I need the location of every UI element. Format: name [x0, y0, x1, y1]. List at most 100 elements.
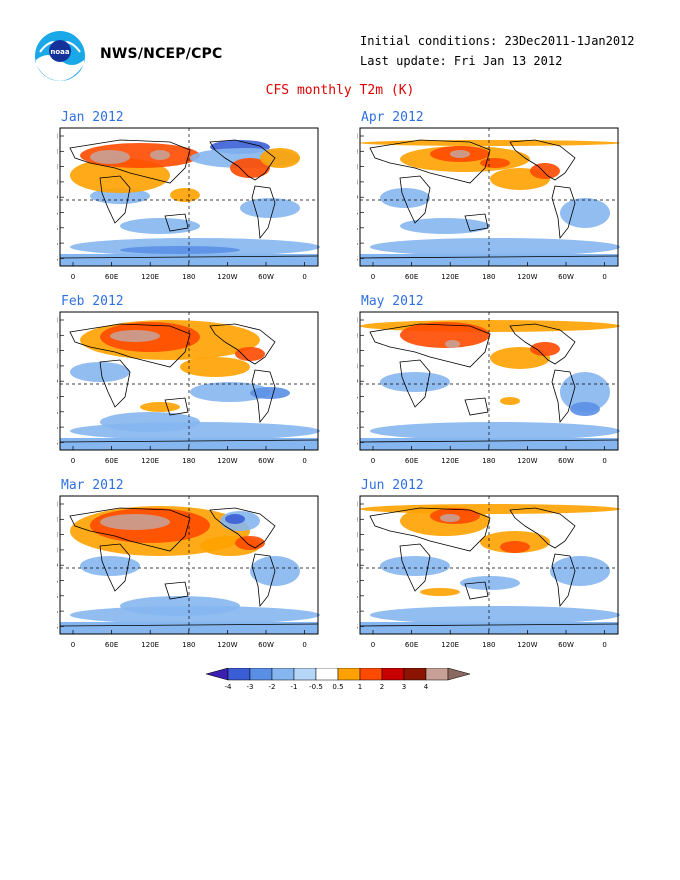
lon-tick-label: 0	[71, 273, 75, 281]
lon-tick-label: 120W	[217, 641, 237, 649]
lat-tick-label: EQ	[357, 562, 358, 570]
lat-tick-label: 60S	[357, 608, 359, 616]
colorbar-tick-label: 1	[358, 683, 362, 690]
panel-label: Feb 2012	[61, 294, 124, 309]
panel-label: Apr 2012	[361, 110, 424, 125]
lon-tick-label: 180	[182, 457, 195, 465]
lon-tick-label: 0	[602, 641, 606, 649]
last-update: Last update: Fri Jan 13 2012	[360, 54, 563, 68]
map-panel-mar: 80N 60N 40N 20N EQ 20S 40S 60S 80S 0 60E 120E 180 120…	[57, 478, 327, 656]
lat-tick-label: EQ	[57, 378, 58, 386]
lon-tick-label: 0	[602, 457, 606, 465]
lon-tick-label: 60W	[558, 641, 574, 649]
lon-tick-label: 0	[602, 273, 606, 281]
anomaly-map: 80N 60N 40N 20N EQ 20S 40S 60S 80S 0 60E 120E 180 120…	[57, 127, 320, 281]
organization-name: NWS/NCEP/CPC	[100, 46, 223, 62]
lat-tick-label: 60N	[57, 332, 58, 340]
lon-tick-label: 120W	[517, 641, 537, 649]
lat-tick-label: 80S	[357, 255, 359, 263]
colorbar-swatch	[271, 668, 295, 681]
lat-tick-label: 80S	[357, 439, 359, 447]
lon-tick-label: 60E	[105, 273, 118, 281]
lon-tick-label: 0	[371, 273, 375, 281]
lon-tick-label: 60E	[405, 641, 418, 649]
panel-label: Jan 2012	[61, 110, 124, 125]
lat-tick-label: 20S	[57, 577, 59, 585]
map-panel-may: 80N 60N 40N 20N EQ 20S 40S 60S 80S 0 60E 120E 180 120…	[357, 294, 627, 472]
lon-tick-label: 0	[302, 457, 306, 465]
colorbar-tick-label: -2	[269, 683, 276, 690]
lat-tick-label: 40S	[357, 408, 359, 416]
lat-tick-label: 20N	[357, 546, 358, 554]
lon-tick-label: 120E	[441, 273, 459, 281]
lat-tick-label: EQ	[357, 378, 358, 386]
lat-tick-label: 80N	[357, 317, 358, 325]
lat-tick-label: 60S	[357, 240, 359, 248]
lon-tick-label: 120E	[141, 641, 159, 649]
map-panel-feb: 80N 60N 40N 20N EQ 20S 40S 60S 80S 0 60E 120E 180 120…	[57, 294, 327, 472]
colorbar-swatch	[447, 668, 471, 681]
lon-tick-label: 60E	[405, 273, 418, 281]
lat-tick-label: 80S	[57, 439, 59, 447]
lon-tick-label: 120E	[441, 457, 459, 465]
initial-conditions: Initial conditions: 23Dec2011-1Jan2012	[360, 34, 635, 48]
lat-tick-label: 80N	[357, 133, 358, 141]
figure-title: CFS monthly T2m (K)	[265, 83, 415, 98]
lon-tick-label: 180	[482, 457, 495, 465]
lon-tick-label: 0	[371, 641, 375, 649]
lon-tick-label: 180	[482, 641, 495, 649]
lat-tick-label: EQ	[57, 562, 58, 570]
colorbar-tick-label: -1	[291, 683, 298, 690]
lat-tick-label: 20S	[357, 209, 359, 217]
panel-label: May 2012	[361, 294, 424, 309]
lat-tick-label: 20N	[57, 178, 58, 186]
lat-tick-label: 80N	[357, 501, 358, 509]
lat-tick-label: 40N	[357, 347, 358, 355]
lat-tick-label: 80N	[57, 501, 58, 509]
lon-tick-label: 60W	[258, 273, 274, 281]
lat-tick-label: EQ	[357, 194, 358, 202]
anomaly-map: 80N 60N 40N 20N EQ 20S 40S 60S 80S 0 60E 120E 180 120…	[357, 127, 620, 281]
lat-tick-label: 60N	[357, 148, 358, 156]
lat-tick-label: 20N	[57, 546, 58, 554]
colorbar-tick-label: -4	[225, 683, 233, 690]
lon-tick-label: 0	[302, 273, 306, 281]
lat-tick-label: 60S	[57, 608, 59, 616]
lat-tick-label: 20S	[57, 209, 59, 217]
lon-tick-label: 60E	[105, 641, 118, 649]
lon-tick-label: 60W	[258, 457, 274, 465]
lat-tick-label: 60N	[357, 516, 358, 524]
lat-tick-label: 20N	[57, 362, 58, 370]
colorbar: -4 -3 -2 -1 -0.5 0.5 1 2 3 4	[205, 668, 471, 690]
lat-tick-label: 60N	[57, 148, 58, 156]
lat-tick-label: 20S	[357, 393, 359, 401]
lat-tick-label: 20N	[357, 362, 358, 370]
lon-tick-label: 180	[482, 273, 495, 281]
colorbar-swatch	[205, 668, 229, 681]
lat-tick-label: 20S	[57, 393, 59, 401]
lon-tick-label: 60W	[558, 273, 574, 281]
lat-tick-label: 40S	[57, 592, 59, 600]
colorbar-tick-label: 3	[402, 683, 406, 690]
lat-tick-label: 40N	[357, 531, 358, 539]
lat-tick-label: 80S	[357, 623, 359, 631]
colorbar-swatch	[381, 668, 405, 681]
lat-tick-label: 20S	[357, 577, 359, 585]
lon-tick-label: 120E	[441, 641, 459, 649]
map-panel-jun: 80N 60N 40N 20N EQ 20S 40S 60S 80S 0 60E 120E 180 120…	[357, 478, 627, 656]
lat-tick-label: 80S	[57, 623, 59, 631]
lat-tick-label: 80N	[57, 317, 58, 325]
noaa-logo: noaa	[35, 31, 85, 81]
lat-tick-label: 80S	[57, 255, 59, 263]
map-panel-apr: 80N 60N 40N 20N EQ 20S 40S 60S 80S 0 60E 120E 180 120…	[357, 110, 627, 288]
anomaly-map: 80N 60N 40N 20N EQ 20S 40S 60S 80S 0 60E 120E 180 120…	[357, 495, 620, 649]
lat-tick-label: EQ	[57, 194, 58, 202]
lon-tick-label: 60W	[558, 457, 574, 465]
panel-label: Mar 2012	[61, 478, 124, 493]
colorbar-swatch	[227, 668, 251, 681]
lat-tick-label: 40N	[357, 163, 358, 171]
lat-tick-label: 60N	[57, 516, 58, 524]
lat-tick-label: 40S	[57, 408, 59, 416]
colorbar-swatch	[293, 668, 317, 681]
lat-tick-label: 60S	[57, 240, 59, 248]
